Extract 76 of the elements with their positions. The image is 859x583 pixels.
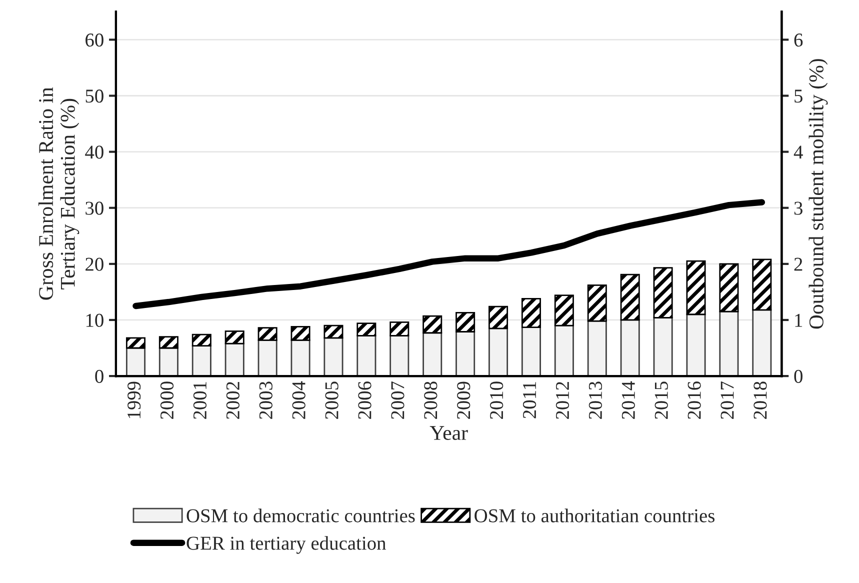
- y2-tick-label: 2: [794, 258, 802, 271]
- bar: [456, 312, 476, 332]
- y-tick-label: 10: [86, 314, 104, 327]
- x-tick-label: 2008: [424, 382, 438, 419]
- bar: [587, 320, 607, 376]
- y-tick-label: 40: [85, 146, 104, 159]
- bar: [158, 347, 178, 376]
- x-tick-label: 2003: [259, 382, 272, 419]
- bar: [456, 331, 476, 376]
- x-tick-label: 2016: [688, 381, 701, 419]
- x-tick-label: 2014: [622, 381, 635, 419]
- x-tick-label: 2001: [193, 382, 207, 419]
- bar: [158, 336, 178, 349]
- bar: [192, 345, 212, 376]
- bar: [324, 324, 344, 339]
- bar: [521, 298, 541, 328]
- legend-label: OSM to democratic countries: [186, 508, 415, 522]
- bar: [126, 347, 146, 376]
- bar: [390, 334, 410, 376]
- x-tick-label: 2007: [391, 381, 404, 419]
- bar: [719, 263, 739, 312]
- x-tick-label: 2017: [720, 381, 734, 419]
- bar: [324, 337, 344, 376]
- x-tick-label: 2010: [490, 382, 504, 419]
- y2-tick-label: 3: [794, 202, 802, 215]
- bar: [554, 294, 574, 326]
- legend-label: OSM to authoritatian countries: [474, 508, 714, 522]
- y-axis-title: Gross Enrolment Ratio in Tertiary Education (%): [38, 87, 80, 300]
- bar: [521, 326, 541, 376]
- x-tick-label: 2005: [325, 382, 338, 419]
- bar: [356, 334, 376, 376]
- bar: [390, 322, 410, 336]
- bar: [587, 284, 607, 322]
- x-axis-title: Year: [430, 426, 468, 440]
- y-tick-label: 30: [86, 202, 104, 215]
- bar: [752, 258, 772, 311]
- y2-tick-label: 0: [794, 370, 802, 383]
- y2-tick-label: 5: [794, 90, 802, 103]
- bar: [620, 319, 640, 376]
- y-tick-label: 60: [86, 34, 104, 47]
- bar: [192, 334, 212, 346]
- bar: [488, 306, 508, 330]
- x-tick-label: 2006: [358, 381, 372, 419]
- x-tick-label: 2004: [292, 381, 306, 419]
- x-tick-label: 2000: [160, 382, 174, 419]
- bar: [126, 337, 146, 349]
- y2-tick-label: 1: [795, 314, 802, 327]
- bar: [290, 339, 310, 376]
- y-tick-label: 0: [95, 370, 104, 383]
- bar: [290, 326, 310, 341]
- y-tick-label: 20: [86, 258, 104, 271]
- y2-axis-title: Ooutbound student mobility (%): [808, 59, 828, 329]
- bar: [224, 330, 244, 344]
- bar: [422, 332, 442, 376]
- bar: [686, 260, 706, 316]
- legend-label: GER in tertiary education: [186, 536, 386, 554]
- y-tick-label: 50: [86, 90, 104, 103]
- y2-tick-label: 4: [794, 146, 803, 159]
- x-tick-label: 2015: [654, 382, 668, 419]
- x-tick-label: 1999: [128, 382, 141, 418]
- x-tick-label: 2002: [226, 382, 240, 419]
- x-tick-label: 2013: [588, 382, 602, 419]
- x-tick-label: 2009: [457, 382, 470, 419]
- x-tick-label: 2012: [556, 382, 570, 419]
- bar: [356, 322, 376, 336]
- bar: [653, 267, 673, 318]
- bar: [554, 324, 574, 376]
- bar: [224, 342, 244, 376]
- x-tick-label: 2018: [754, 382, 767, 419]
- x-tick-label: 2011: [522, 382, 536, 418]
- bar: [258, 327, 278, 341]
- bar: [620, 274, 640, 321]
- bar: [258, 339, 278, 376]
- bar: [488, 328, 508, 376]
- bar: [422, 315, 442, 334]
- y2-tick-label: 6: [794, 34, 803, 47]
